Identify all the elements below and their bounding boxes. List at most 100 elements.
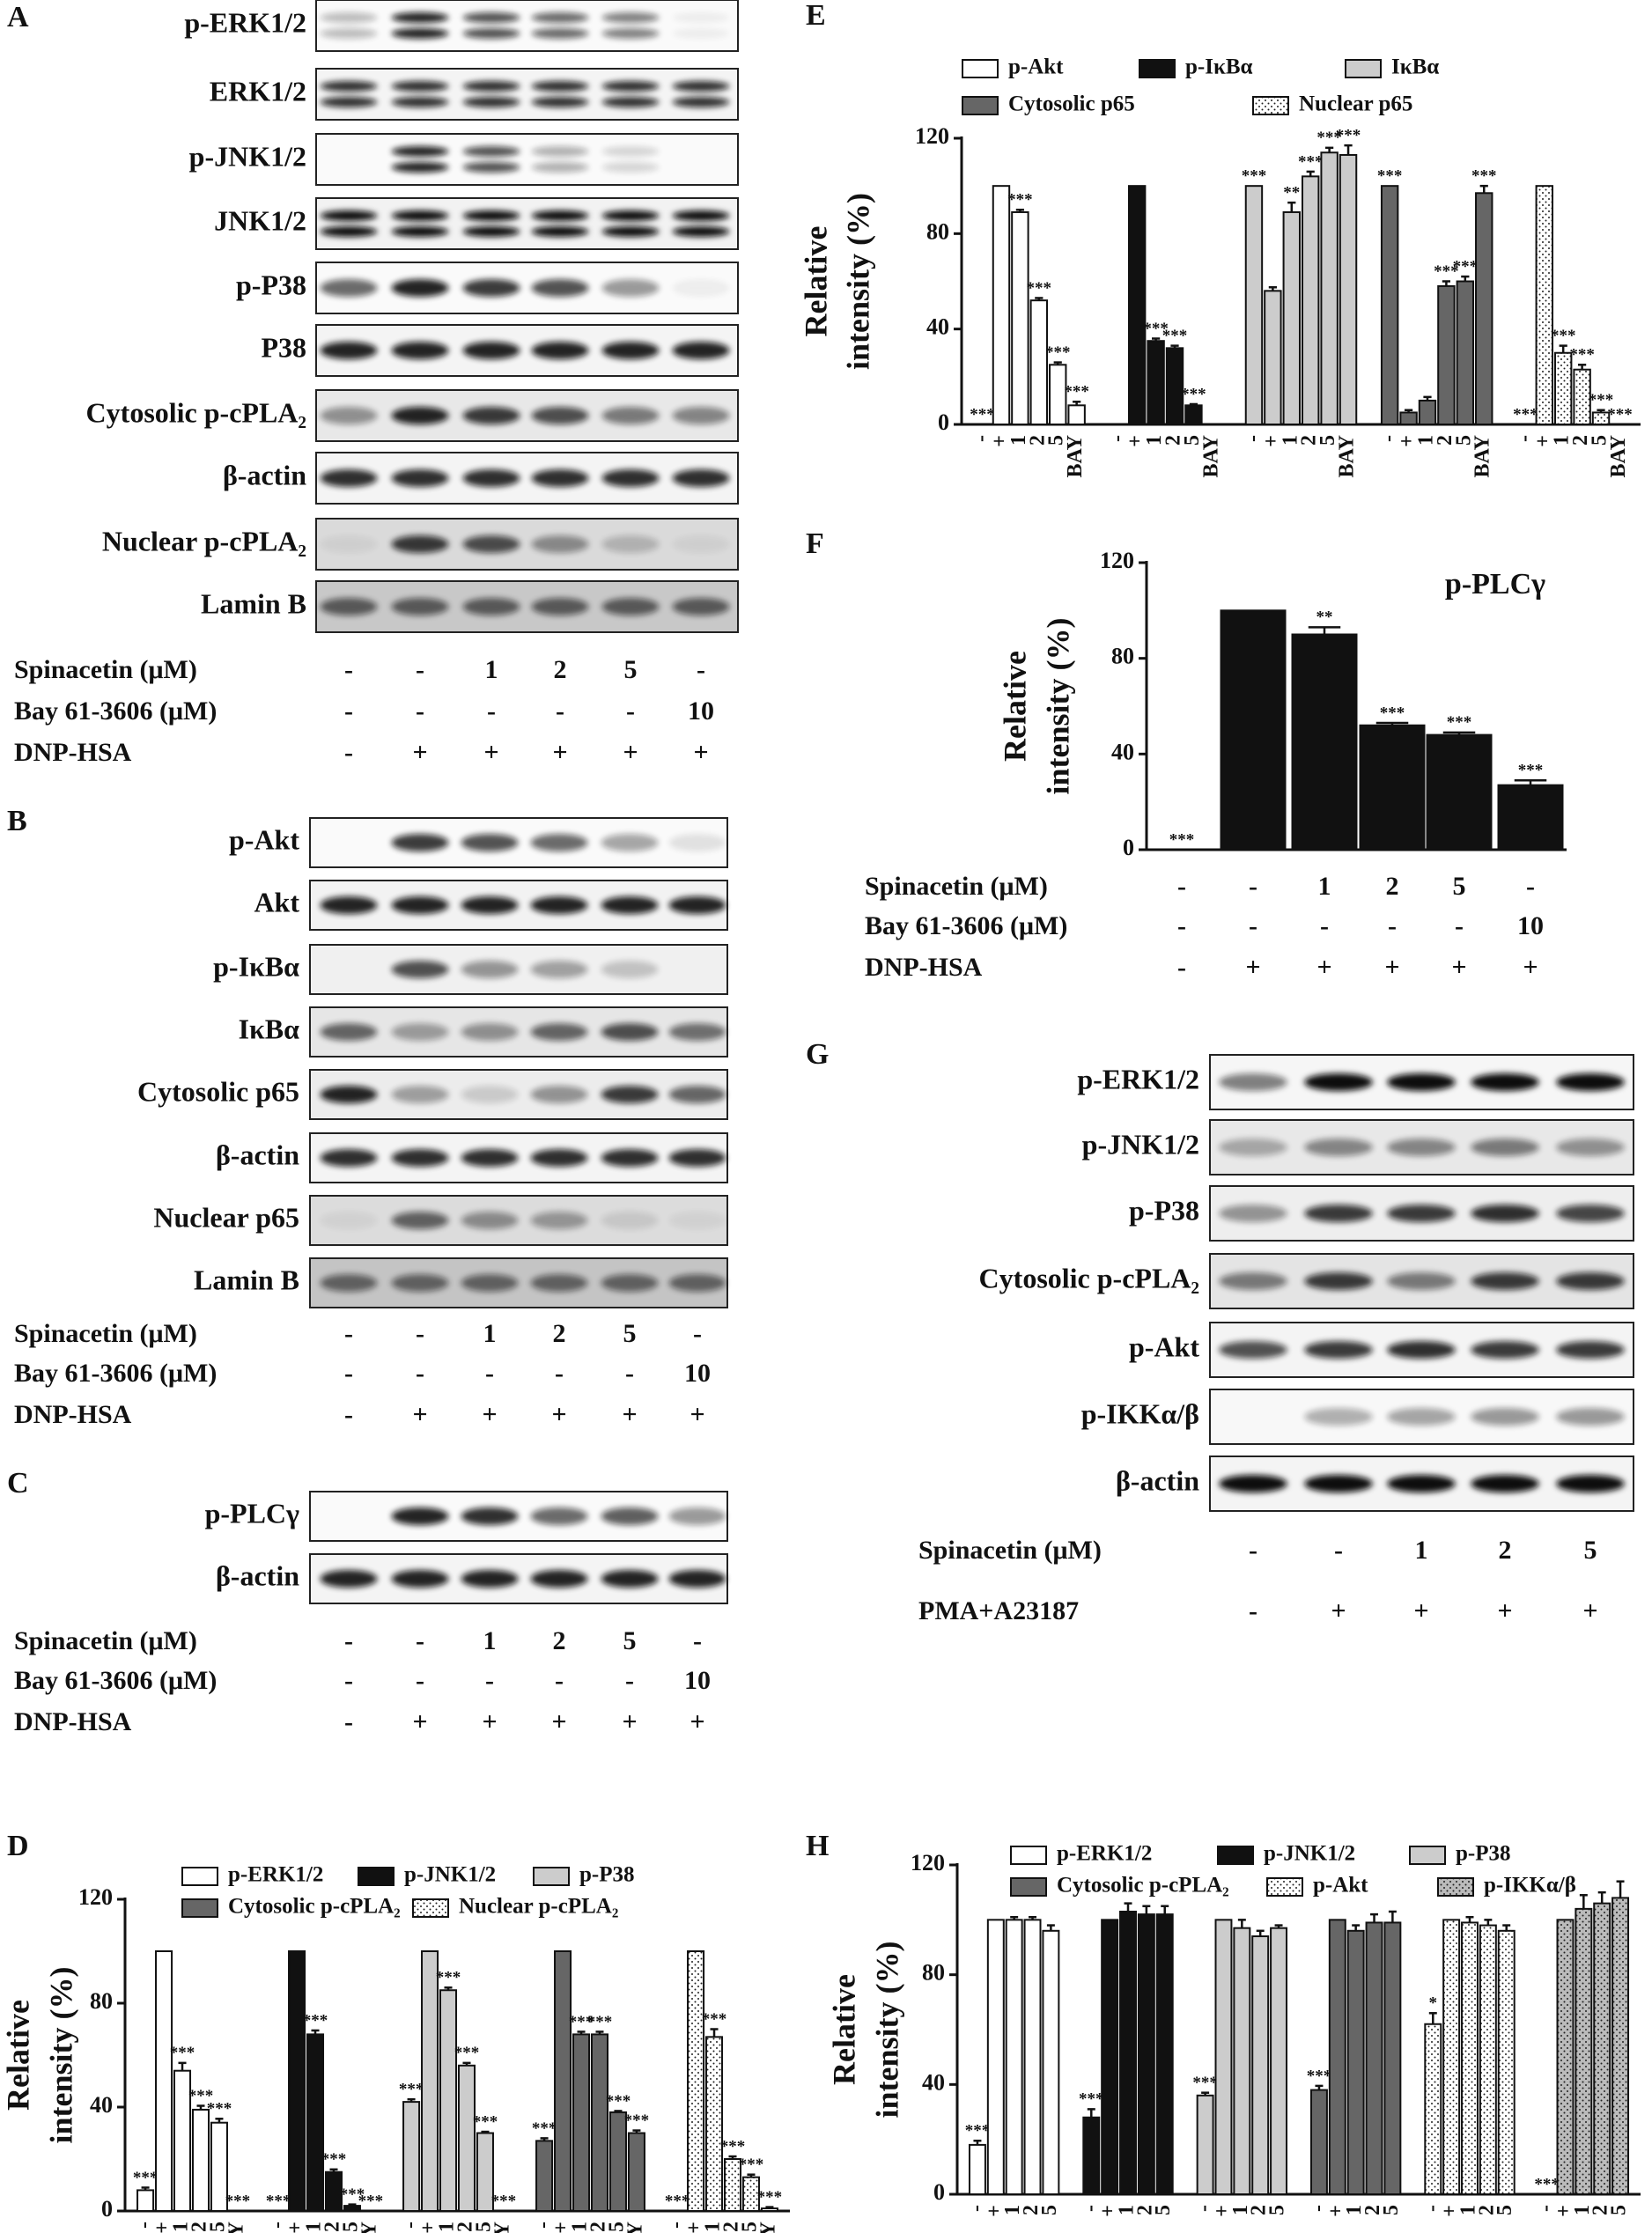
blot-band [530,896,588,914]
significance-label: *** [665,2192,690,2210]
blot-band [668,1023,726,1041]
treatment-cell: 1 [1318,872,1331,901]
blot-band [672,469,730,487]
significance-label: *** [1336,126,1361,144]
significance-label: *** [303,2011,328,2030]
treatment-cell: + [551,1400,566,1429]
blot-band [461,1212,519,1229]
treatment-cell: 2 [1386,872,1399,901]
blot-band [391,1023,449,1041]
x-tick-label: 5 [1589,435,1611,446]
treatment-label: PMA+A23187 [918,1596,1079,1625]
blot-band [391,279,449,297]
blot-band [672,279,730,297]
blot-band [320,81,378,92]
blot-band [531,598,589,615]
blot-band [320,407,378,424]
panel-letter: D [7,1830,29,1862]
legend-swatch [358,1867,395,1886]
blot-band [391,342,449,359]
blot-band [672,12,730,23]
treatment-cell: - [1177,953,1186,982]
treatment-cell: + [1582,1596,1597,1625]
x-tick-label: + [1211,2205,1234,2217]
x-tick-label: 1 [1414,435,1437,446]
y-tick-label: 40 [926,314,949,340]
blot-strip [315,197,739,250]
blot-band [1556,1475,1625,1492]
blot-band [1471,1475,1539,1492]
blot-band [672,97,730,107]
x-tick-label: 2 [1475,2205,1498,2215]
blot-label: p-Akt [1129,1330,1199,1362]
legend-label: Cytosolic p-cPLA₂ [1057,1874,1229,1898]
blot-label: Nuclear p-cPLA₂ [102,525,306,556]
significance-label: *** [1192,2074,1218,2092]
blot-band [601,469,660,487]
significance-label: *** [188,2087,214,2105]
blot-strip [309,944,728,995]
blot-label: Lamin B [201,587,306,619]
bar [402,2101,421,2213]
legend-label: Nuclear p-cPLA₂ [459,1895,618,1919]
x-tick-label: 2 [1248,2205,1271,2215]
panel-letter: F [806,527,824,560]
treatment-cell: - [344,696,353,726]
x-tick-label: 1 [569,2222,592,2232]
x-tick-label: 5 [1380,2205,1403,2215]
blot-band [601,834,659,851]
x-tick-label: - [1192,2205,1215,2212]
treatment-cell: 5 [623,1626,637,1655]
blot-label: p-ERK1/2 [1077,1063,1199,1094]
blot-label: Nuclear p65 [153,1201,299,1233]
x-tick-label: 1 [170,2222,193,2232]
blot-label: p-JNK1/2 [1082,1128,1199,1160]
treatment-cell: 10 [1517,911,1544,940]
x-tick-label: 2 [321,2222,343,2232]
y-axis-label: Relative [997,651,1032,762]
legend-swatch [1217,1846,1254,1865]
bar [760,2207,778,2213]
blot-band [462,279,520,297]
bar [1556,1919,1575,2195]
treatment-cell: + [1523,953,1538,982]
legend-label: p-IκBα [1185,55,1253,79]
blot-band [1471,1272,1539,1290]
blot-band [320,226,378,237]
treatment-cell: 10 [684,1666,711,1695]
treatment-cell: - [344,1707,353,1736]
treatment-cell: 1 [483,1319,497,1348]
bar [1426,733,1493,851]
bar [687,1950,705,2212]
blot-band [601,342,660,359]
bar [136,2189,155,2212]
y-axis-label: intensity (%) [43,1967,78,2144]
blot-band [668,1149,726,1167]
blot-band [1556,1408,1625,1426]
blot-band [1471,1341,1539,1359]
treatment-cell: + [551,1707,566,1736]
y-tick-label: 120 [1100,548,1134,573]
x-tick-label: 5 [1045,435,1068,446]
blot-strip [309,1491,728,1542]
x-tick-label: + [1396,435,1419,447]
chart-title: p-PLCγ [1445,568,1545,601]
blot-strip [315,324,739,377]
x-tick-label: 2 [719,2222,742,2232]
blot-band [1304,1073,1373,1091]
y-tick-label: 0 [938,409,949,435]
bar [572,2033,591,2212]
blot-band [601,210,660,221]
blot-band [531,210,589,221]
blot-band [601,81,660,92]
y-tick-label: 80 [1111,644,1134,669]
treatment-cell: + [1316,953,1331,982]
treatment-cell: + [623,738,638,767]
treatment-cell: - [485,1359,494,1388]
blot-band [1304,1475,1373,1492]
x-tick-label: + [1324,2205,1347,2217]
x-tick-label: 1 [1143,435,1166,446]
bar [1127,185,1147,426]
significance-label: *** [266,2192,291,2210]
bar [306,2033,325,2212]
